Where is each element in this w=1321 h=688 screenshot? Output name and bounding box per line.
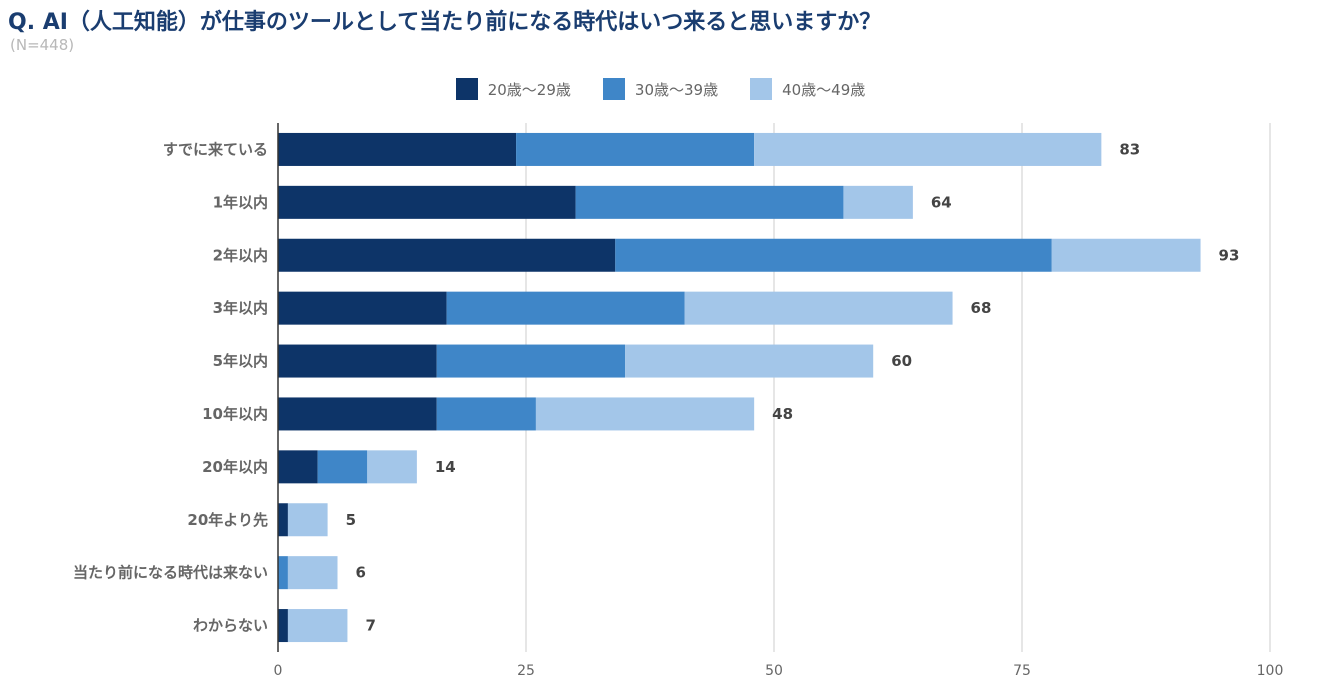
bar-segment — [278, 609, 288, 643]
legend-swatch-20s — [455, 78, 478, 100]
bar-segment — [754, 132, 1102, 166]
legend-swatch-30s — [602, 78, 625, 100]
category-label: わからない — [193, 617, 268, 635]
total-label: 68 — [971, 299, 992, 317]
category-label: 2年以内 — [213, 246, 268, 264]
total-label: 7 — [365, 617, 375, 635]
legend-item-30s: 30歳〜39歳 — [602, 78, 719, 100]
category-label: 1年以内 — [213, 193, 268, 211]
legend-item-40s: 40歳〜49歳 — [750, 78, 865, 100]
bar-segment — [278, 132, 517, 166]
total-label: 64 — [931, 193, 952, 211]
bar-segment — [278, 556, 288, 590]
bar-segment — [278, 185, 576, 219]
sample-size: (N=448) — [10, 36, 75, 54]
bar-segment — [287, 503, 328, 537]
x-tick-label: 25 — [517, 663, 535, 679]
bar-segment — [287, 556, 338, 590]
bar-segment — [575, 185, 844, 219]
x-tick-label: 50 — [765, 663, 783, 679]
bar-segment — [367, 450, 417, 484]
total-label: 48 — [772, 405, 793, 423]
bar-segment — [436, 397, 536, 431]
legend-label-20s: 20歳〜29歳 — [487, 80, 571, 99]
bar-segment — [278, 503, 288, 537]
total-label: 14 — [435, 458, 456, 476]
x-tick-label: 0 — [274, 663, 283, 679]
category-label: 5年以内 — [213, 352, 268, 370]
bar-segment — [615, 238, 1052, 272]
bar-segment — [317, 450, 368, 484]
x-tick-label: 100 — [1257, 663, 1284, 679]
bar-segment — [278, 238, 616, 272]
bar-segment — [684, 291, 953, 325]
bar-segment — [278, 450, 318, 484]
total-label: 83 — [1119, 140, 1140, 158]
total-label: 5 — [346, 511, 356, 529]
category-label: 10年以内 — [202, 405, 268, 423]
chart-title: Q. AI（人工知能）が仕事のツールとして当たり前になる時代はいつ来ると思います… — [8, 10, 882, 35]
bar-segment — [287, 609, 348, 643]
legend-swatch-40s — [750, 78, 773, 100]
bar-segment — [446, 291, 685, 325]
category-label: すでに来ている — [163, 140, 268, 158]
category-label: 3年以内 — [213, 299, 268, 317]
total-label: 93 — [1219, 246, 1240, 264]
bar-segment — [625, 344, 874, 378]
total-label: 6 — [356, 564, 366, 582]
bar-segment — [278, 397, 437, 431]
category-label: 20年より先 — [187, 511, 268, 529]
bar-segment — [436, 344, 626, 378]
legend-label-30s: 30歳〜39歳 — [634, 80, 719, 99]
bar-segment — [278, 291, 447, 325]
bar-segment — [278, 344, 437, 378]
category-label: 当たり前になる時代は来ない — [73, 564, 268, 582]
bar-segment — [535, 397, 755, 431]
legend-item-20s: 20歳〜29歳 — [455, 78, 571, 100]
bar-segment — [843, 185, 913, 219]
bar-segment — [1051, 238, 1201, 272]
x-tick-label: 75 — [1013, 663, 1031, 679]
legend: 20歳〜29歳 30歳〜39歳 40歳〜49歳 — [0, 78, 1321, 100]
legend-label-40s: 40歳〜49歳 — [782, 80, 866, 99]
category-label: 20年以内 — [202, 458, 268, 476]
total-label: 60 — [891, 352, 912, 370]
bar-segment — [516, 132, 755, 166]
